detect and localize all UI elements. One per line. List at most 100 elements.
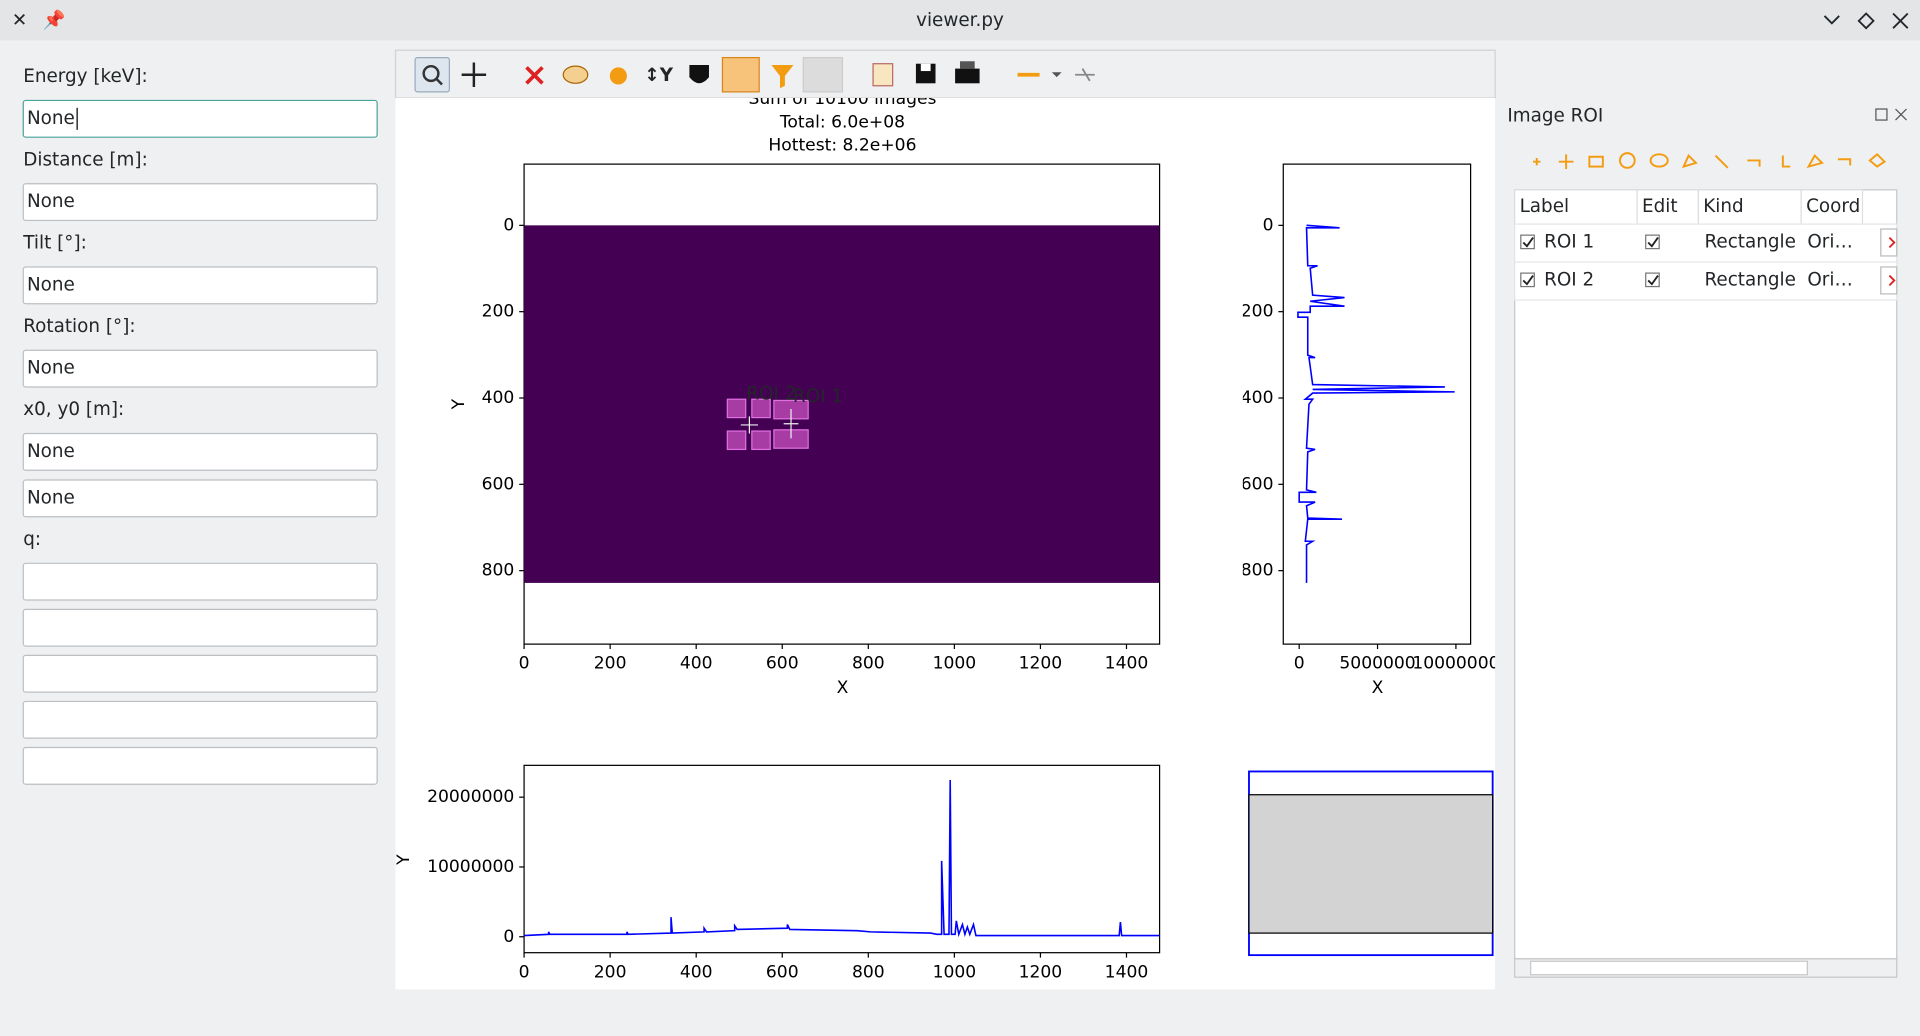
x-tick-label: 5000000 xyxy=(1339,654,1415,674)
toolbar xyxy=(394,49,1496,99)
column-header-text: Kind xyxy=(1703,196,1743,217)
text-input[interactable] xyxy=(22,479,378,518)
text-input[interactable] xyxy=(22,608,378,647)
plot-title-line: Sum of 10100 images xyxy=(748,89,936,109)
x-tick-label: 1000 xyxy=(933,654,977,674)
checkbox[interactable] xyxy=(1645,234,1660,250)
y-tick-label: 0 xyxy=(503,927,514,947)
field-label: q: xyxy=(23,529,41,550)
delete-button[interactable] xyxy=(1880,266,1898,295)
x-tick-label: 1400 xyxy=(1105,962,1149,982)
x-axis-label: X xyxy=(837,678,849,698)
window-title: viewer.py xyxy=(916,10,1004,31)
plot-title-line: Total: 6.0e+08 xyxy=(779,112,905,132)
field-label: Energy [keV]: xyxy=(23,66,147,87)
input-value: None xyxy=(27,191,75,212)
checkbox[interactable] xyxy=(1645,272,1660,288)
checkbox-check xyxy=(1647,237,1659,248)
y-tick-label: 400 xyxy=(482,388,515,408)
plot-title-line: Hottest: 8.2e+06 xyxy=(768,136,916,156)
x-tick-label: 800 xyxy=(852,654,885,674)
field-label: Distance [m]: xyxy=(23,149,148,170)
overview-region xyxy=(1248,794,1494,934)
roi-panel: Image ROI Label Edit Kind Coord ROI 1 Rectang… xyxy=(1507,105,1907,978)
roi-kind: Rectangle xyxy=(1704,231,1795,252)
checkbox[interactable] xyxy=(1520,272,1535,288)
roi-shapes[interactable] xyxy=(726,398,809,451)
input-value: None xyxy=(27,358,75,379)
y-tick-label: 200 xyxy=(482,302,515,322)
text-input[interactable] xyxy=(22,432,378,471)
field-label: x0, y0 [m]: xyxy=(23,399,124,420)
x-tick-label: 0 xyxy=(519,654,530,674)
input-value: None xyxy=(27,274,75,295)
y-tick-label: 800 xyxy=(1241,561,1274,581)
input-value: None xyxy=(27,441,75,462)
form: Energy [keV]: None Distance [m]: None Tilt [… xyxy=(22,66,378,785)
x-tick-label: 10000000 xyxy=(1412,654,1499,674)
checkbox[interactable] xyxy=(1520,234,1535,250)
roi-label: ROI 1 xyxy=(793,386,843,407)
text-input[interactable] xyxy=(22,183,378,222)
y-tick-label: 0 xyxy=(1263,215,1274,235)
y-tick-label: 600 xyxy=(482,474,515,494)
text-input[interactable] xyxy=(22,700,378,739)
image xyxy=(524,225,1160,583)
row-profile-line xyxy=(1297,224,1455,583)
y-tick-label: 800 xyxy=(482,561,515,581)
x-tick-label: 800 xyxy=(852,962,885,982)
column-profile-line xyxy=(524,780,1160,938)
y-axis-label: Y xyxy=(449,398,469,410)
roi-coord: Ori… xyxy=(1807,269,1852,290)
text-input[interactable] xyxy=(22,349,378,388)
column-header-text: Label xyxy=(1520,196,1570,217)
window-controls[interactable] xyxy=(1823,12,1909,30)
y-tick-label: 20000000 xyxy=(427,787,514,807)
x-tick-label: 200 xyxy=(594,962,627,982)
x-tick-label: 400 xyxy=(680,962,713,982)
y-tick-label: 0 xyxy=(503,215,514,235)
delete-icon xyxy=(1888,274,1896,286)
delete-button[interactable] xyxy=(1880,228,1898,257)
toolbar-icons[interactable]: ↕Y xyxy=(414,56,1095,93)
title-bar xyxy=(0,0,1920,41)
input-value: None xyxy=(27,108,75,129)
table-row xyxy=(1514,261,1898,301)
x-axis-label: X xyxy=(1372,678,1384,698)
text-input[interactable] xyxy=(22,562,378,601)
x-tick-label: 0 xyxy=(519,962,530,982)
plots: Sum of 10100 images Total: 6.0e+08 Hotte… xyxy=(394,89,1499,982)
x-tick-label: 0 xyxy=(1294,654,1305,674)
input-value: None xyxy=(27,487,75,508)
x-tick-label: 600 xyxy=(766,654,799,674)
text-input[interactable] xyxy=(22,746,378,785)
text-input[interactable] xyxy=(22,99,378,138)
roi-table xyxy=(1514,189,1898,960)
column-header-text: Edit xyxy=(1642,196,1678,217)
column-profile-axes xyxy=(523,764,1161,954)
checkbox-check xyxy=(1522,237,1534,248)
roi-label: ROI 2 xyxy=(746,383,796,404)
row-profile-axes xyxy=(1282,163,1472,645)
y-tick-label: 600 xyxy=(1241,474,1274,494)
delete-icon xyxy=(1888,236,1896,249)
column-header xyxy=(1697,189,1802,225)
pin-button[interactable]: 📌 xyxy=(42,8,65,31)
y-tick-label: 200 xyxy=(1241,302,1274,322)
x-tick-label: 1200 xyxy=(1019,654,1063,674)
field-label: Rotation [°]: xyxy=(23,316,135,337)
text-input[interactable] xyxy=(22,266,378,305)
y-axis-label: Y xyxy=(394,854,414,866)
y-tick-label: 400 xyxy=(1241,388,1274,408)
scrollbar-handle[interactable] xyxy=(1530,960,1808,976)
roi-tools[interactable] xyxy=(1533,152,1887,170)
x-tick-label: 1000 xyxy=(933,962,977,982)
svg-text:↕Y: ↕Y xyxy=(644,65,673,86)
x-tick-label: 1400 xyxy=(1105,654,1149,674)
x-tick-label: 600 xyxy=(766,962,799,982)
x-tick-label: 1200 xyxy=(1019,962,1063,982)
checkbox-check xyxy=(1647,275,1659,286)
text-input[interactable] xyxy=(22,654,378,693)
